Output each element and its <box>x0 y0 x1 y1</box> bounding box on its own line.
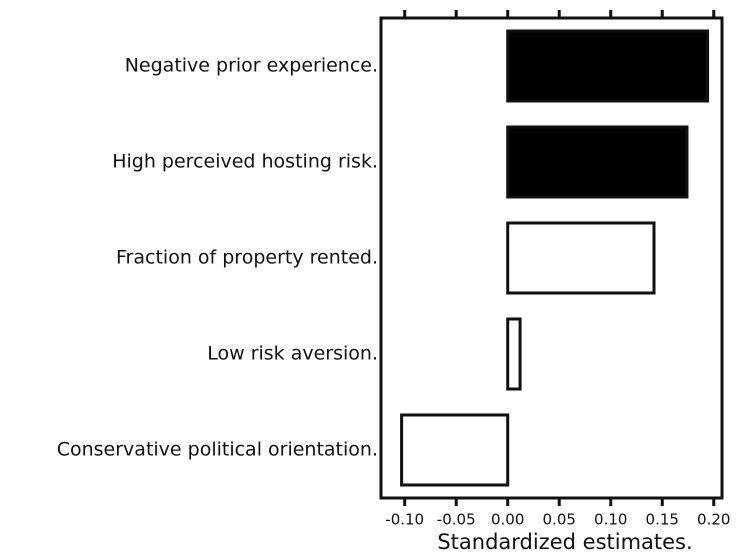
category-label: Conservative political orientation. <box>57 439 378 461</box>
category-label: Low risk aversion. <box>207 343 378 365</box>
category-label: Negative prior experience. <box>125 55 378 77</box>
x-tick-label: -0.10 <box>385 511 424 529</box>
category-label: Fraction of property rented. <box>116 247 378 269</box>
x-axis-label: Standardized estimates. <box>437 530 692 554</box>
bar <box>400 413 510 487</box>
x-tick-label: -0.05 <box>437 511 476 529</box>
plot-frame <box>379 16 724 500</box>
x-tick-label: 0.20 <box>697 511 730 529</box>
bar <box>506 317 522 391</box>
x-tick-label: 0.00 <box>491 511 524 529</box>
x-tick-label: 0.15 <box>646 511 679 529</box>
x-tick-label: 0.10 <box>594 511 627 529</box>
category-label: High perceived hosting risk. <box>112 151 378 173</box>
bar <box>506 221 656 295</box>
x-tick-label: 0.05 <box>543 511 576 529</box>
bar <box>506 29 710 103</box>
bar <box>506 125 689 199</box>
